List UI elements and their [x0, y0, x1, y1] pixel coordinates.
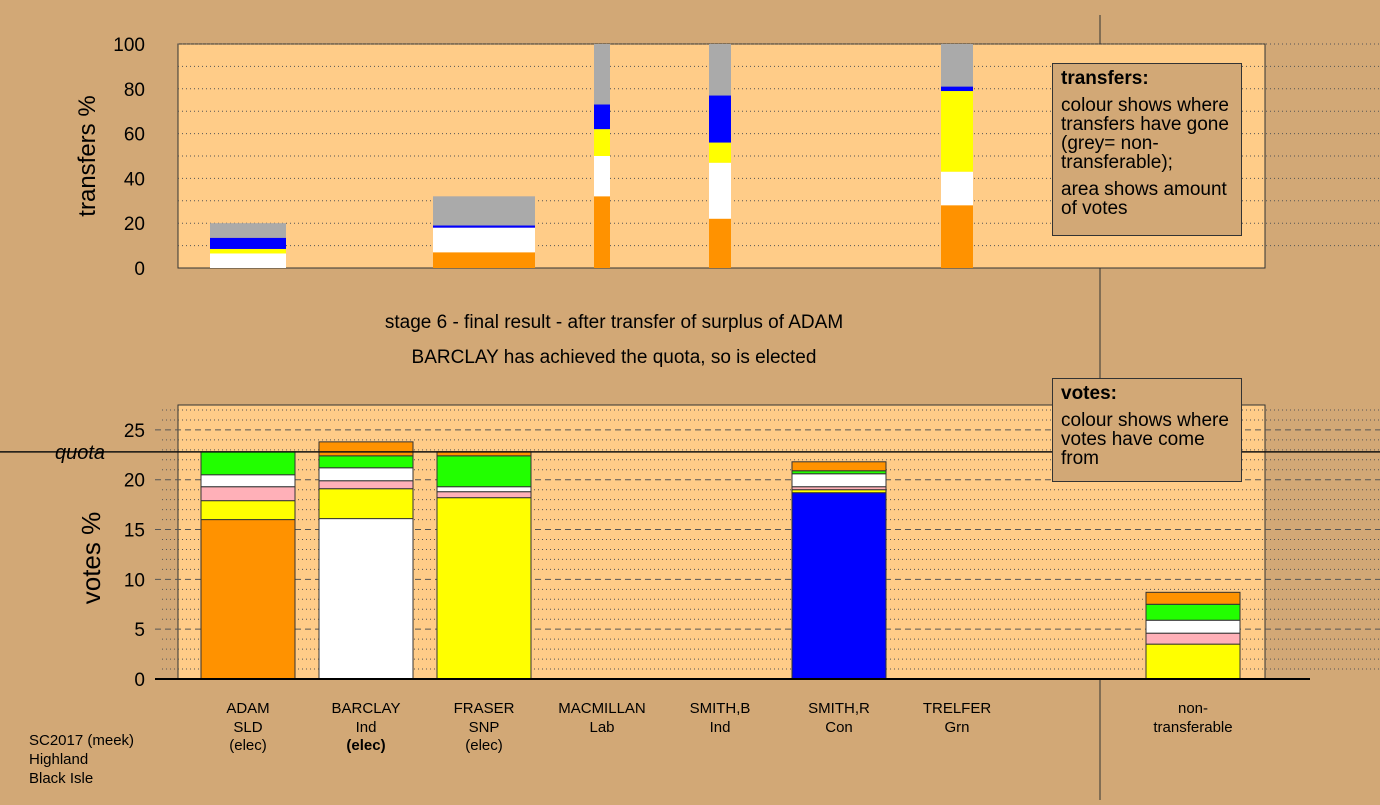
vote-segment-adam-other: [200, 486, 296, 502]
candidate-party-label: SLD: [233, 719, 262, 736]
vote-segment-adam-Ind: [200, 474, 296, 488]
votes-y-tick-label: 5: [134, 620, 145, 641]
footer-info: SC2017 (meek) Highland Black Isle: [29, 731, 134, 788]
stage-election-note: BARCLAY has achieved the quota, so is el…: [411, 347, 817, 368]
transfers-legend-title: transfers:: [1061, 68, 1149, 89]
transfer-segment-adam-SNP: [210, 248, 286, 254]
footer-election: SC2017 (meek): [29, 732, 135, 749]
transfers-legend: transfers: colour shows where transfers …: [1052, 63, 1242, 236]
footer-ward: Black Isle: [29, 770, 94, 787]
transfer-segment-smithb-nontransferable: [709, 44, 731, 96]
transfer-segment-trelfer-nontransferable: [941, 44, 973, 87]
votes-legend-title: votes:: [1061, 383, 1117, 404]
transfer-segment-smithb-SLD: [709, 218, 731, 268]
votes-legend-text: colour shows where votes have come from: [1061, 410, 1229, 469]
transfer-segment-macmillan-Con: [594, 104, 610, 130]
transfers-y-tick-label: 40: [124, 169, 145, 190]
transfer-segment-smithb-Ind: [709, 162, 731, 219]
quota-label: quota: [55, 442, 105, 464]
candidate-party-label: Con: [825, 719, 853, 736]
transfer-segment-fraser-Ind: [433, 227, 535, 253]
transfer-segment-adam-Con: [210, 237, 286, 249]
votes-y-tick-label: 20: [124, 471, 145, 492]
candidate-name-label: ADAM: [226, 700, 269, 717]
transfer-segment-adam-nontransferable: [210, 223, 286, 238]
votes-y-tick-label: 0: [134, 670, 145, 691]
transfer-segment-smithb-SNP: [709, 142, 731, 163]
transfers-legend-text: colour shows where transfers have gone (…: [1061, 95, 1229, 173]
transfers-legend-area-text: area shows amount of votes: [1061, 179, 1227, 219]
transfers-y-tick-label: 80: [124, 80, 145, 101]
vote-segment-smithr-Con: [791, 492, 887, 680]
vote-segment-smithr-Ind: [791, 473, 887, 488]
vote-segment-adam-SNP: [200, 500, 296, 521]
vote-segment-barclay-Grn: [318, 455, 414, 469]
votes-y-axis-label: votes %: [76, 512, 106, 605]
transfer-segment-fraser-SLD: [433, 252, 535, 268]
transfer-segment-trelfer-Ind: [941, 171, 973, 206]
vote-segment-nontransferable-SNP: [1145, 643, 1241, 680]
vote-segment-barclay-other: [318, 480, 414, 490]
candidate-party-label: transferable: [1153, 719, 1232, 736]
transfers-y-tick-label: 20: [124, 214, 145, 235]
transfer-segment-trelfer-Con: [941, 86, 973, 92]
vote-segment-adam-SLD: [200, 519, 296, 680]
vote-segment-nontransferable-Ind: [1145, 619, 1241, 634]
candidate-name-label: BARCLAY: [332, 700, 401, 717]
candidate-name-label: non-: [1178, 700, 1208, 717]
vote-segment-fraser-Grn: [436, 455, 532, 488]
transfer-segment-trelfer-SLD: [941, 205, 973, 268]
votes-y-tick-label: 25: [124, 421, 145, 442]
vote-segment-barclay-SNP: [318, 488, 414, 520]
candidate-elected-label: (elec): [229, 737, 267, 754]
vote-segment-barclay-SLD: [318, 441, 414, 457]
candidate-elected-label: (elec): [465, 737, 503, 754]
transfer-segment-macmillan-SNP: [594, 129, 610, 156]
candidate-name-label: MACMILLAN: [558, 700, 646, 717]
vote-segment-fraser-Ind: [436, 486, 532, 493]
vote-segment-fraser-other: [436, 491, 532, 499]
vote-segment-nontransferable-Grn: [1145, 603, 1241, 621]
candidate-party-label: SNP: [469, 719, 500, 736]
vote-segment-nontransferable-other: [1145, 632, 1241, 645]
transfer-segment-fraser-Con: [433, 225, 535, 228]
vote-segment-barclay-Ind: [318, 467, 414, 482]
votes-y-tick-label: 15: [124, 521, 145, 542]
votes-y-tick-label: 10: [124, 570, 145, 591]
vote-segment-smithr-SLD: [791, 461, 887, 472]
vote-segment-adam-Grn: [200, 451, 296, 476]
transfers-y-tick-label: 100: [113, 35, 145, 56]
transfer-segment-smithb-Con: [709, 95, 731, 143]
vote-segment-barclay-Ind: [318, 518, 414, 680]
candidate-name-label: TRELFER: [923, 700, 992, 717]
transfer-segment-macmillan-nontransferable: [594, 44, 610, 105]
candidate-party-label: Ind: [356, 719, 377, 736]
transfer-segment-adam-Ind: [210, 253, 286, 268]
transfers-y-tick-label: 0: [134, 259, 145, 280]
candidate-elected-label: (elec): [346, 737, 385, 754]
vote-segment-nontransferable-SLD: [1145, 591, 1241, 605]
transfers-y-axis-label: transfers %: [74, 95, 101, 216]
footer-council: Highland: [29, 751, 89, 768]
transfer-segment-macmillan-Ind: [594, 156, 610, 197]
votes-legend: votes: colour shows where votes have com…: [1052, 378, 1242, 482]
vote-segment-fraser-SNP: [436, 497, 532, 680]
candidate-party-label: Ind: [710, 719, 731, 736]
transfers-y-tick-label: 60: [124, 125, 145, 146]
transfer-segment-trelfer-SNP: [941, 91, 973, 172]
candidate-name-label: FRASER: [454, 700, 515, 717]
candidate-party-label: Lab: [589, 719, 614, 736]
stage-description: stage 6 - final result - after transfer …: [384, 312, 844, 333]
candidate-name-label: SMITH,R: [808, 700, 870, 717]
candidate-party-label: Grn: [944, 719, 969, 736]
transfer-segment-fraser-nontransferable: [433, 196, 535, 226]
candidate-name-label: SMITH,B: [690, 700, 751, 717]
transfer-segment-macmillan-SLD: [594, 196, 610, 268]
